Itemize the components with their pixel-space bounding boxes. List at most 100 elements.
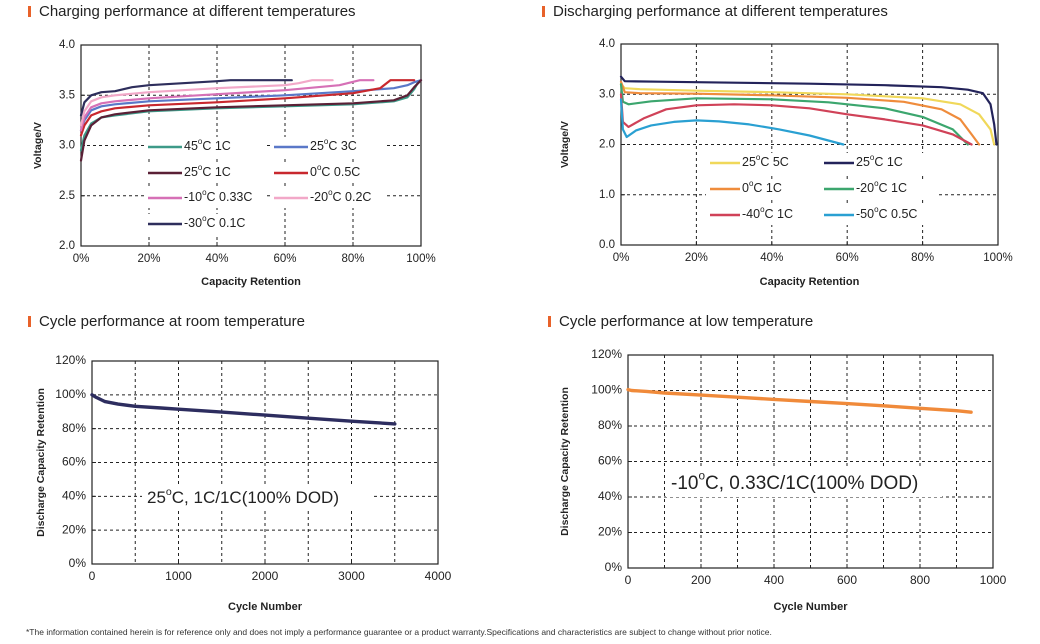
y-tick-label: 0% [69, 556, 87, 570]
series-line [619, 75, 998, 146]
series-line [619, 93, 973, 146]
legend-label: -40oC 1C [742, 205, 793, 221]
cycle_low-series [626, 387, 973, 414]
y-tick-label: 60% [598, 454, 622, 468]
cycle_low-chart: 0 200 400 600 800 1000 0% 20% 40% 60% 80% 100% 120% C… [559, 347, 1007, 613]
y-tick-label: 80% [598, 418, 622, 432]
x-tick-label: 1000 [165, 569, 192, 583]
cycle-room-title-text: Cycle performance at room temperature [39, 313, 305, 330]
y-tick-label: 4.0 [59, 39, 75, 51]
y-tick-label: 1.0 [599, 189, 615, 201]
series-line [79, 79, 334, 127]
x-tick-label: 2000 [252, 569, 279, 583]
series-line [79, 79, 375, 132]
x-tick-label: 4000 [425, 569, 452, 583]
legend-label: -10oC 0.33C [184, 188, 252, 204]
legend-item-background [270, 137, 386, 157]
x-tick-label: 3000 [338, 569, 365, 583]
series-line [619, 80, 981, 146]
legend-item-background [706, 153, 828, 173]
cycle_room-gridlines [92, 361, 438, 564]
legend-item-background [144, 188, 266, 208]
cycle_low-x-axis-title: Cycle Number [774, 601, 849, 613]
x-tick-label: 0 [89, 569, 96, 583]
x-tick-label: 100% [983, 252, 1012, 264]
legend-label: 0oC 0.5C [310, 163, 360, 179]
x-tick-label: 800 [910, 573, 930, 587]
cycle-low-chart-title: Cycle performance at low temperature [548, 313, 813, 330]
discharge-chart-title: Discharging performance at different tem… [542, 3, 888, 20]
legend-item-background [270, 163, 386, 183]
charge-chart-title: Charging performance at different temper… [28, 3, 356, 20]
discharge-chart: 0% 20% 40% 60% 80% 100% 0.0 1.0 2.0 3.0 4.0 Capacit… [559, 38, 1013, 288]
discharge-legend: 25oC 5C 25oC 1C 0oC 1C -20oC 1C -40oC 1C -50o… [706, 153, 936, 225]
y-tick-label: 120% [591, 347, 622, 361]
cycle_room-chart: 0 1000 2000 3000 4000 0% 20% 40% 60% 80% 100% 120% C… [35, 353, 452, 613]
annotation-text: -10oC, 0.33C/1C(100% DOD) [671, 470, 918, 495]
legend-label: -20oC 0.2C [310, 188, 371, 204]
legend-item-background [706, 205, 828, 225]
y-tick-label: 100% [591, 383, 622, 397]
x-tick-label: 400 [764, 573, 784, 587]
cycle_room-y-axis-title: Discharge Capacity Retention [35, 388, 47, 537]
y-tick-label: 120% [55, 353, 86, 367]
y-tick-label: 0% [605, 560, 623, 574]
legend-label: 45oC 1C [184, 137, 231, 153]
legend-label: 25oC 1C [856, 153, 903, 169]
y-tick-label: 2.0 [599, 139, 615, 151]
legend-label: -20oC 1C [856, 179, 907, 195]
x-tick-label: 80% [341, 253, 364, 265]
y-tick-label: 3.0 [599, 88, 615, 100]
x-tick-label: 600 [837, 573, 857, 587]
charge-y-axis-title: Voltage/V [32, 122, 44, 169]
legend-item-background [144, 163, 266, 183]
discharge-title-text: Discharging performance at different tem… [553, 3, 888, 20]
x-tick-label: 0% [73, 253, 90, 265]
discharge-x-axis-title: Capacity Retention [760, 276, 860, 288]
y-tick-label: 20% [598, 525, 622, 539]
series-line [619, 83, 969, 146]
y-tick-label: 4.0 [599, 38, 615, 50]
legend-label: -50oC 0.5C [856, 205, 917, 221]
legend-item-background [820, 179, 936, 199]
x-tick-label: 60% [273, 253, 296, 265]
legend-label: 25oC 5C [742, 153, 789, 169]
cycle_low-gridlines [628, 355, 993, 568]
x-tick-label: 80% [911, 252, 934, 264]
y-tick-label: 80% [62, 421, 86, 435]
series-line [90, 393, 397, 426]
legend-label: 25oC 1C [184, 163, 231, 179]
annotation-background [666, 469, 942, 497]
x-tick-label: 20% [685, 252, 708, 264]
x-tick-label: 100% [406, 253, 435, 265]
x-tick-label: 40% [760, 252, 783, 264]
series-line [619, 83, 996, 146]
y-tick-label: 40% [598, 489, 622, 503]
series-line [626, 387, 973, 414]
x-tick-label: 1000 [980, 573, 1007, 587]
x-tick-label: 0% [613, 252, 630, 264]
series-line [79, 79, 423, 132]
series-line [79, 79, 423, 162]
charge-chart: 0% 20% 40% 60% 80% 100% 2.0 2.5 3.0 3.5 4.0 Capacit… [32, 39, 436, 288]
discharge-y-axis-title: Voltage/V [559, 121, 571, 168]
legend-item-background [270, 188, 386, 208]
legend-item-background [706, 179, 828, 199]
legend-item-background [820, 205, 936, 225]
x-tick-label: 20% [137, 253, 160, 265]
y-tick-label: 2.0 [59, 240, 75, 252]
legend-item-background [144, 214, 266, 234]
cycle_room-series [90, 393, 397, 426]
annotation-text: 25oC, 1C/1C(100% DOD) [147, 486, 339, 508]
cycle-low-title-text: Cycle performance at low temperature [559, 313, 814, 330]
y-tick-label: 100% [55, 387, 86, 401]
cycle-room-chart-title: Cycle performance at room temperature [28, 313, 305, 330]
y-tick-label: 40% [62, 489, 86, 503]
series-line [79, 79, 416, 137]
y-tick-label: 0.0 [599, 239, 615, 251]
x-tick-label: 200 [691, 573, 711, 587]
legend-label: -30oC 0.1C [184, 214, 245, 230]
y-tick-label: 3.5 [59, 89, 75, 101]
cycle_low-y-axis-title: Discharge Capacity Retention [559, 387, 571, 536]
